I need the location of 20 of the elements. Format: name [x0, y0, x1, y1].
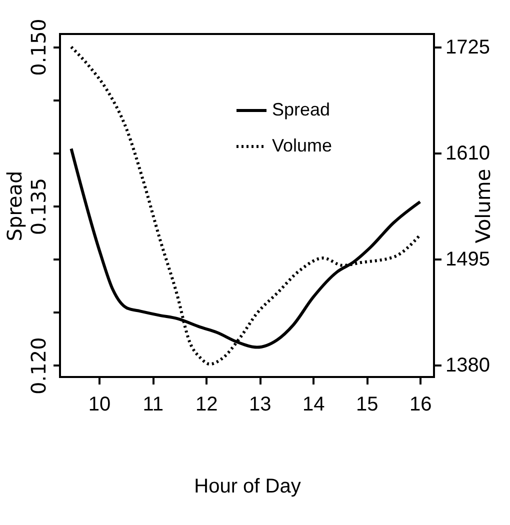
y-tick-label: 0.120: [26, 337, 50, 394]
y2-tick-label: 1725: [446, 36, 490, 58]
y-tick-label: 0.150: [26, 18, 50, 76]
y2-tick-label: 1495: [446, 248, 490, 270]
x-tick-label: 12: [195, 394, 218, 416]
y2-tick-label: 1610: [446, 142, 490, 164]
y-tick-label: 0.135: [26, 178, 50, 236]
x-tick-label: 13: [248, 394, 272, 416]
y2-tick-label: 1380: [446, 354, 490, 377]
x-tick-label: 15: [356, 394, 378, 416]
x-tick-label: 14: [302, 394, 325, 416]
line-series: [70, 45, 422, 366]
x-tick-label: 11: [142, 394, 164, 416]
x-tick-label: 16: [409, 394, 432, 416]
y2-axis-title: Volume: [470, 168, 495, 244]
y-axis-title: Spread: [2, 170, 26, 242]
legend-label: Volume: [272, 136, 332, 156]
x-tick-label: 10: [88, 394, 111, 416]
legend-label: Spread: [272, 100, 330, 120]
x-axis-title: Hour of Day: [194, 476, 301, 498]
